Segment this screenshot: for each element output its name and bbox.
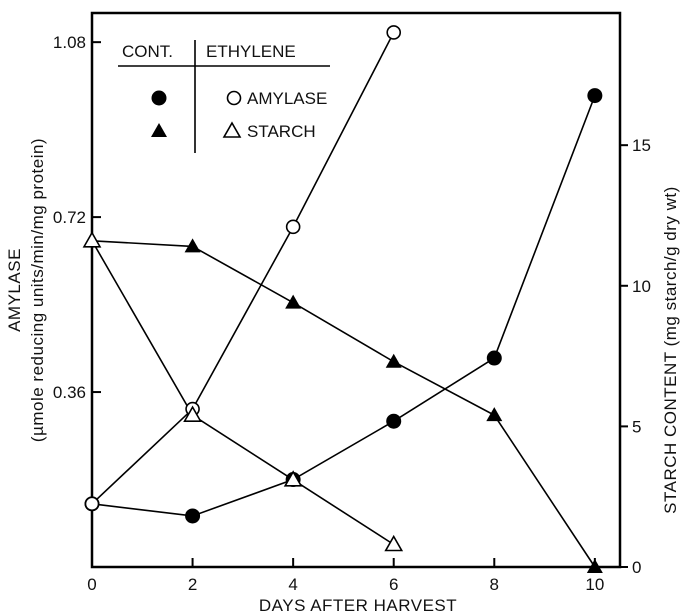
x-axis: 0 2 4 6 8 10 — [87, 558, 604, 594]
series-line-ethylene-starch — [91, 240, 395, 546]
y-left-axis-title: AMYLASE — [5, 248, 24, 332]
point-ethylene-amylase — [285, 219, 301, 235]
y-axis-right: 0 5 10 15 — [620, 136, 651, 577]
legend-marker-control-amylase — [151, 90, 167, 106]
x-tick-label: 6 — [389, 575, 398, 594]
point-control-starch — [285, 294, 302, 309]
point-control-amylase — [587, 88, 603, 104]
y-axis-left: 0.36 0.72 1.08 — [53, 33, 101, 402]
series-line-ethylene-amylase — [91, 32, 395, 505]
y-left-axis-subtitle: (µmole reducing units/min/mg protein) — [28, 138, 47, 442]
point-control-starch — [184, 238, 201, 253]
legend-header-control: CONT. — [122, 42, 173, 61]
legend: CONT. ETHYLENE AMYLASE STARCH — [118, 40, 330, 153]
point-ethylene-starch — [82, 231, 102, 248]
y-left-tick-label: 0.36 — [53, 383, 86, 402]
legend-marker-ethylene-starch — [222, 121, 242, 138]
x-axis-title: DAYS AFTER HARVEST — [259, 596, 457, 615]
point-control-starch — [385, 353, 402, 368]
y-right-tick-label: 0 — [632, 558, 641, 577]
point-control-amylase — [486, 350, 502, 366]
y-left-tick-label: 0.72 — [53, 208, 86, 227]
x-tick-label: 4 — [288, 575, 297, 594]
point-control-starch — [486, 407, 503, 422]
y-right-tick-label: 10 — [632, 277, 651, 296]
y-right-tick-label: 5 — [632, 417, 641, 436]
legend-header-ethylene: ETHYLENE — [206, 42, 296, 61]
plot-frame — [90, 11, 622, 569]
point-ethylene-starch — [384, 534, 404, 552]
legend-marker-ethylene-amylase — [226, 90, 242, 106]
series-line-control-amylase — [91, 95, 596, 517]
series-layer — [82, 25, 603, 573]
legend-label-starch: STARCH — [247, 122, 316, 141]
legend-label-amylase: AMYLASE — [247, 89, 327, 108]
point-ethylene-starch — [283, 470, 303, 487]
y-right-tick-label: 15 — [632, 136, 651, 155]
legend-marker-control-starch — [151, 123, 167, 137]
x-tick-label: 10 — [585, 575, 604, 594]
point-control-amylase — [386, 413, 402, 429]
x-tick-label: 0 — [87, 575, 96, 594]
point-ethylene-amylase — [84, 496, 100, 512]
x-tick-label: 2 — [188, 575, 197, 594]
point-control-starch — [586, 559, 603, 573]
y-right-axis-title: STARCH CONTENT (mg starch/g dry wt) — [661, 186, 680, 514]
point-control-amylase — [185, 508, 201, 524]
y-left-tick-label: 1.08 — [53, 33, 86, 52]
point-ethylene-amylase — [386, 25, 402, 40]
x-tick-label: 8 — [490, 575, 499, 594]
point-ethylene-starch — [183, 405, 202, 422]
series-line-control-starch — [91, 239, 596, 568]
